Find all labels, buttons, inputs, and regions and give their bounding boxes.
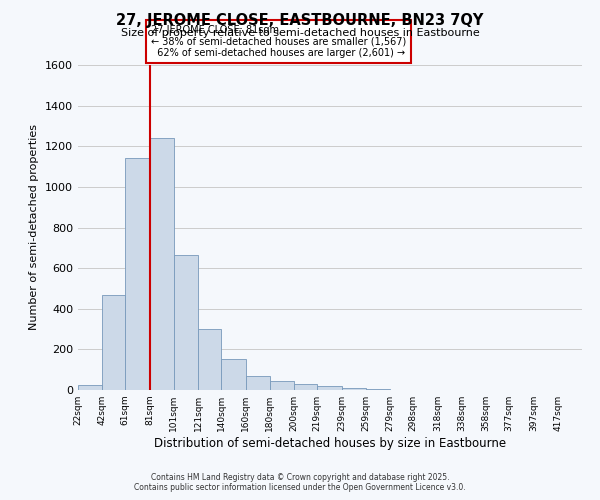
Bar <box>198 329 221 390</box>
Text: Contains HM Land Registry data © Crown copyright and database right 2025.
Contai: Contains HM Land Registry data © Crown c… <box>134 473 466 492</box>
Bar <box>341 388 366 390</box>
Bar <box>221 358 245 390</box>
Text: 27, JEROME CLOSE, EASTBOURNE, BN23 7QY: 27, JEROME CLOSE, EASTBOURNE, BN23 7QY <box>116 12 484 28</box>
X-axis label: Distribution of semi-detached houses by size in Eastbourne: Distribution of semi-detached houses by … <box>154 437 506 450</box>
Bar <box>270 382 294 390</box>
Bar <box>125 158 149 390</box>
Bar <box>366 389 390 390</box>
Bar <box>149 138 174 390</box>
Bar <box>174 255 198 390</box>
Text: Size of property relative to semi-detached houses in Eastbourne: Size of property relative to semi-detach… <box>121 28 479 38</box>
Bar <box>78 385 102 390</box>
Y-axis label: Number of semi-detached properties: Number of semi-detached properties <box>29 124 40 330</box>
Bar <box>245 376 270 390</box>
Bar <box>294 384 317 390</box>
Bar <box>317 386 341 390</box>
Bar <box>102 294 125 390</box>
Text: 27 JEROME CLOSE: 81sqm
← 38% of semi-detached houses are smaller (1,567)
  62% o: 27 JEROME CLOSE: 81sqm ← 38% of semi-det… <box>151 26 406 58</box>
